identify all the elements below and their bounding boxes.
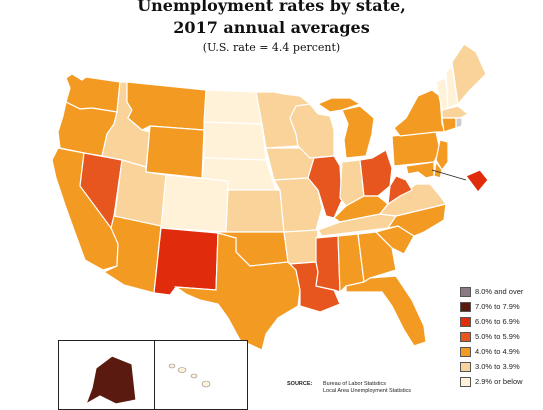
state-FL[interactable] [345, 275, 427, 347]
legend: 8.0% and over 7.0% to 7.9% 6.0% to 6.9% 5.0… [460, 284, 543, 389]
legend-label: 4.0% to 4.9% [475, 347, 520, 356]
source-label: SOURCE: [287, 381, 313, 387]
state-AK[interactable] [84, 355, 137, 406]
state-WV[interactable] [387, 175, 413, 206]
state-DE[interactable] [433, 160, 443, 179]
state-MI-UP[interactable] [316, 97, 362, 113]
state-ME[interactable] [451, 43, 487, 106]
legend-item: 8.0% and over [460, 284, 543, 299]
legend-label: 2.9% or below [475, 377, 523, 386]
legend-label: 8.0% and over [475, 287, 524, 296]
legend-item: 2.9% or below [460, 374, 543, 389]
source-line2: Local Area Unemployment Statistics [323, 388, 412, 394]
legend-swatch [460, 316, 471, 327]
legend-label: 5.0% to 5.9% [475, 332, 520, 341]
state-RI[interactable] [455, 117, 463, 129]
legend-label: 3.0% to 3.9% [475, 362, 520, 371]
legend-swatch [460, 301, 471, 312]
map-title-line2: 2017 annual averages [173, 18, 370, 37]
legend-label: 6.0% to 6.9% [475, 317, 520, 326]
state-HI[interactable] [168, 363, 211, 388]
source-line1: Bureau of Labor Statistics [323, 381, 386, 387]
state-MD[interactable] [405, 161, 435, 179]
legend-swatch [460, 286, 471, 297]
source-note: SOURCE: Bureau of Labor Statistics Local … [287, 381, 411, 395]
legend-swatch [460, 346, 471, 357]
state-TX[interactable] [173, 232, 301, 351]
map-subtitle: (U.S. rate = 4.4 percent) [202, 41, 341, 54]
legend-swatch [460, 361, 471, 372]
legend-item: 7.0% to 7.9% [460, 299, 543, 314]
legend-swatch [460, 331, 471, 342]
state-NY[interactable] [393, 89, 447, 137]
legend-item: 3.0% to 3.9% [460, 359, 543, 374]
hawaii-inset [154, 340, 248, 410]
legend-label: 7.0% to 7.9% [475, 302, 520, 311]
map-title-line1: Unemployment rates by state, [137, 0, 406, 15]
legend-item: 4.0% to 4.9% [460, 344, 543, 359]
state-NJ[interactable] [435, 139, 449, 172]
state-DC[interactable] [465, 169, 489, 193]
state-MA[interactable] [441, 105, 470, 119]
legend-swatch [460, 376, 471, 387]
legend-item: 5.0% to 5.9% [460, 329, 543, 344]
legend-item: 6.0% to 6.9% [460, 314, 543, 329]
state-MI[interactable] [341, 105, 375, 159]
